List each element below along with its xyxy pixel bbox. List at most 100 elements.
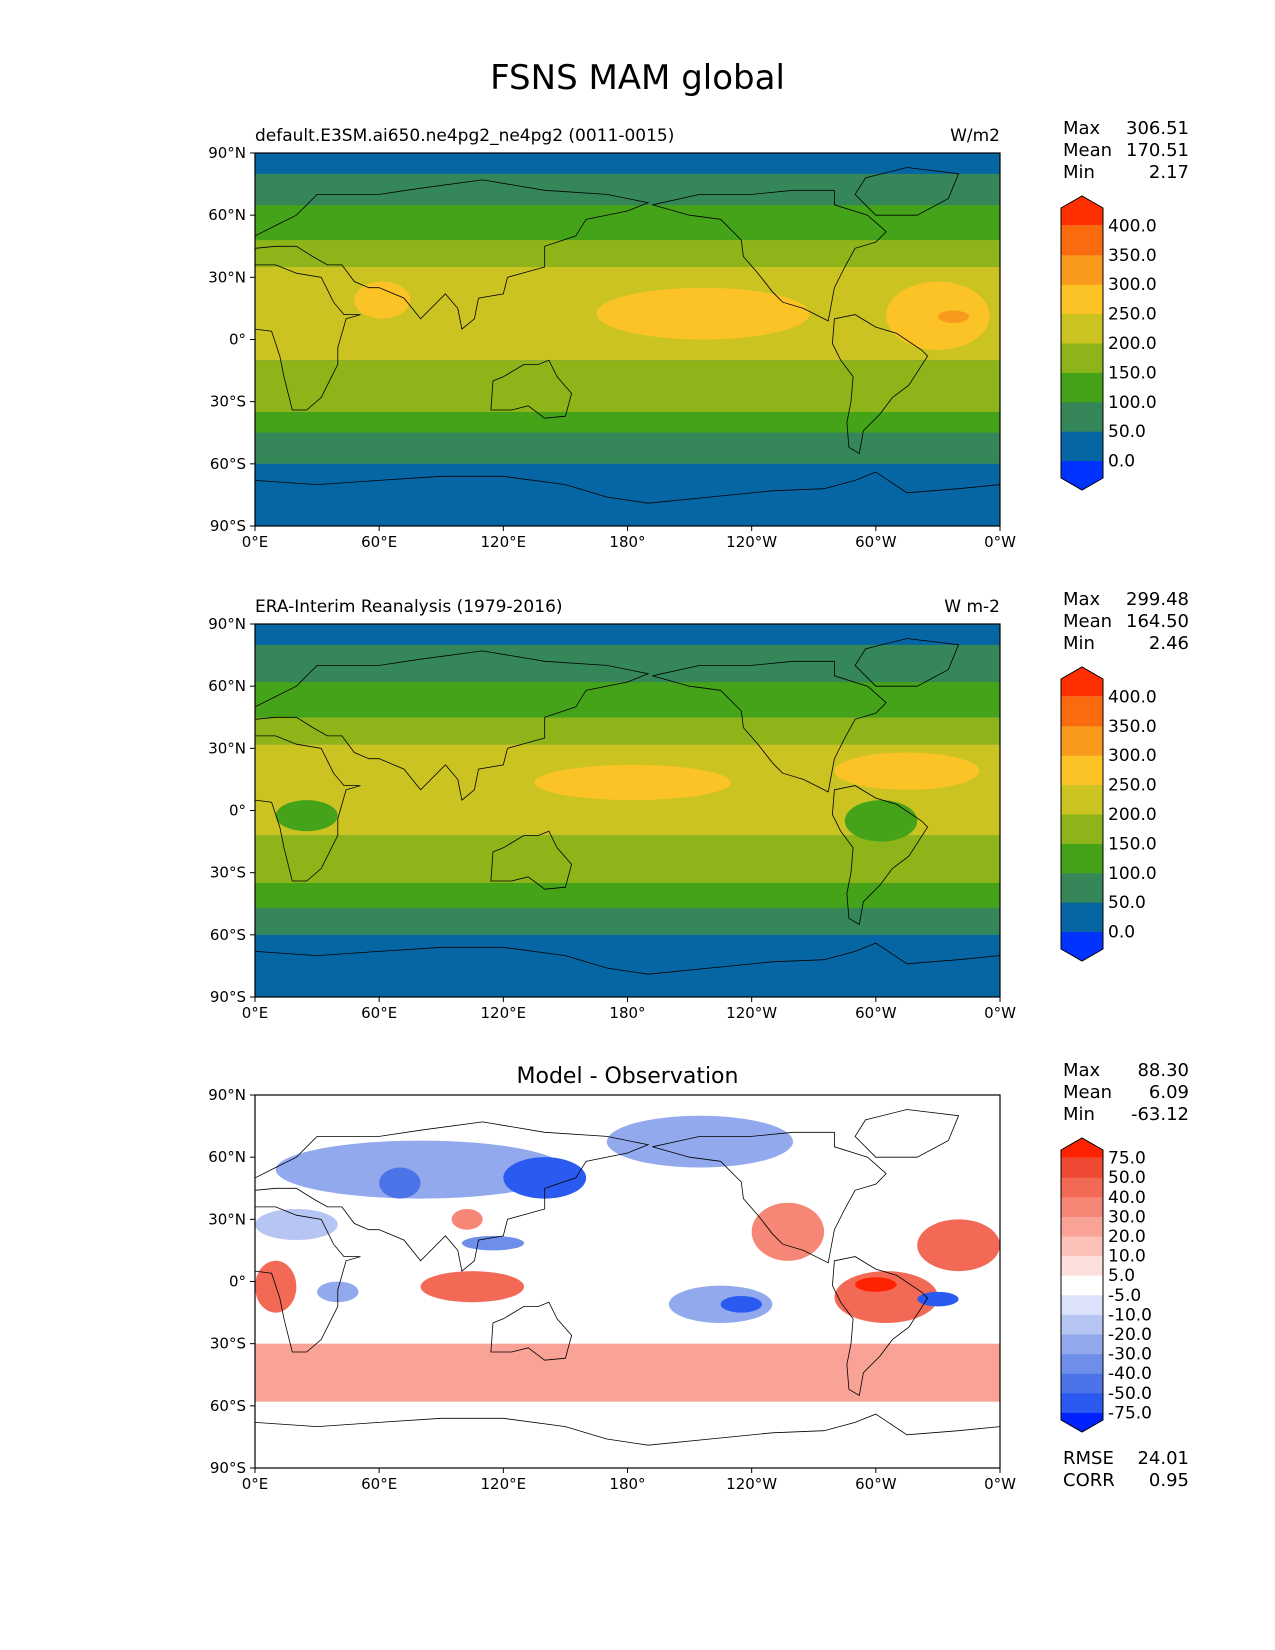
contour-band-12 — [751, 1202, 825, 1261]
colorbar-segment — [1061, 667, 1103, 697]
colorbar-label: -75.0 — [1108, 1403, 1152, 1423]
contour-band-9 — [534, 764, 731, 801]
coastline-3 — [652, 1131, 887, 1264]
x-tick-label: 60°W — [855, 533, 897, 551]
y-tick-label: 90°S — [210, 988, 246, 1006]
stat-value-mean: 6.09 — [1149, 1082, 1189, 1103]
stat-value-min: 2.17 — [1149, 162, 1189, 183]
map-area — [255, 624, 1000, 997]
stat-value-mean: 164.50 — [1126, 611, 1189, 632]
colorbar-label: 400.0 — [1108, 687, 1157, 707]
x-tick-label: 180° — [609, 1475, 645, 1493]
stat-label-max: Max — [1063, 118, 1101, 139]
colorbar-label: -30.0 — [1108, 1345, 1152, 1365]
coastline-5 — [854, 638, 960, 687]
coastline-1 — [255, 650, 650, 801]
stat-label-mean: Mean — [1063, 1082, 1112, 1103]
colorbar-label: 300.0 — [1108, 275, 1157, 295]
colorbar-segment — [1061, 401, 1103, 432]
contour-band-10 — [668, 1285, 773, 1323]
colorbar-label: 0.0 — [1108, 452, 1135, 472]
colorbar-label: 0.0 — [1108, 923, 1135, 943]
contour-band-5 — [606, 1115, 794, 1168]
stat-value-max: 88.30 — [1137, 1060, 1189, 1081]
colorbar-segment — [1061, 1412, 1103, 1432]
contour-band-5 — [255, 717, 1000, 745]
figure-title: FSNS MAM global — [490, 58, 785, 98]
stat-value-max: 306.51 — [1126, 118, 1189, 139]
colorbar-outline — [1060, 666, 1104, 962]
stat-label-min: Min — [1063, 633, 1095, 654]
coastline-1 — [255, 1121, 650, 1272]
contour-band-2 — [275, 1140, 566, 1199]
contour-band-9 — [451, 1208, 483, 1230]
y-tick-label: 60°S — [210, 455, 246, 473]
x-tick-label: 0°W — [984, 533, 1016, 551]
x-tick-label: 0°E — [242, 1475, 269, 1493]
coastline-0 — [255, 264, 361, 411]
y-tick-label: 30°S — [210, 393, 246, 411]
x-tick-label: 60°E — [361, 1004, 397, 1022]
y-tick-label: 90°N — [208, 615, 246, 633]
coastline-0 — [255, 1206, 361, 1353]
panel-units: W/m2 — [950, 126, 1000, 146]
x-tick-label: 60°W — [855, 1475, 897, 1493]
coastline-0 — [255, 735, 361, 882]
stat-value-mean: 170.51 — [1126, 140, 1189, 161]
y-tick-label: 90°N — [208, 144, 246, 162]
y-tick-label: 30°N — [208, 268, 246, 286]
coastline-3 — [652, 660, 887, 793]
x-tick-label: 120°E — [481, 533, 527, 551]
panel-units: W m-2 — [944, 597, 1000, 617]
colorbar-segment — [1061, 1196, 1103, 1217]
colorbar-label: 200.0 — [1108, 805, 1157, 825]
y-tick-label: 30°S — [210, 864, 246, 882]
colorbar-outline — [1060, 1137, 1104, 1433]
colorbar-segment — [1061, 696, 1103, 727]
colorbar-label: 50.0 — [1108, 422, 1146, 442]
colorbar-segment — [1061, 1216, 1103, 1237]
coastline-5 — [854, 1109, 960, 1158]
colorbar-label: -20.0 — [1108, 1325, 1152, 1345]
contour-band-0 — [255, 463, 1000, 526]
x-tick-label: 120°E — [481, 1475, 527, 1493]
colorbar-segment — [1061, 1138, 1103, 1158]
panel-title-center: Model - Observation — [517, 1064, 739, 1089]
panel-title-left: ERA-Interim Reanalysis (1979-2016) — [255, 597, 563, 617]
colorbar-segment — [1061, 460, 1103, 490]
colorbar-segment — [1061, 1314, 1103, 1335]
coastline-6 — [255, 471, 1000, 526]
colorbar-outline — [1060, 195, 1104, 491]
y-tick-label: 0° — [229, 331, 246, 349]
stat-label-mean: Mean — [1063, 611, 1112, 632]
contour-band-10 — [886, 281, 990, 350]
contour-band-6 — [255, 1208, 338, 1241]
colorbar-label: 100.0 — [1108, 864, 1157, 884]
contour-band-1 — [255, 907, 1000, 935]
colorbar-label: 300.0 — [1108, 746, 1157, 766]
contour-band-10 — [834, 752, 980, 790]
contour-band-3 — [255, 835, 1000, 884]
coastline-6 — [255, 1413, 1000, 1468]
contour-band-19 — [255, 1409, 1000, 1468]
y-tick-label: 30°N — [208, 1210, 246, 1228]
colorbar-segment — [1061, 1392, 1103, 1413]
colorbar-segment — [1061, 725, 1103, 756]
contour-band-11 — [844, 800, 918, 842]
colorbar-label: 250.0 — [1108, 776, 1157, 796]
panel-test: 0°E 60°E 120°E 180° 120°W 60°W 0°W 90°N 60°N 30°N… — [208, 118, 1189, 551]
colorbar-label: 100.0 — [1108, 393, 1157, 413]
colorbar-label: -50.0 — [1108, 1384, 1152, 1404]
contour-band-11 — [937, 310, 969, 323]
x-tick-label: 120°W — [726, 533, 777, 551]
contour-band-11 — [720, 1296, 763, 1313]
colorbar-segment — [1061, 1177, 1103, 1198]
contour-band-6 — [255, 682, 1000, 718]
contour-band-3 — [255, 360, 1000, 413]
colorbar-segment — [1061, 1275, 1103, 1296]
contour-band-1 — [255, 1343, 1000, 1402]
contour-band-8 — [420, 1271, 525, 1303]
colorbar-label: 400.0 — [1108, 216, 1157, 236]
colorbar-segment — [1061, 872, 1103, 903]
contour-band-16 — [917, 1219, 1000, 1272]
